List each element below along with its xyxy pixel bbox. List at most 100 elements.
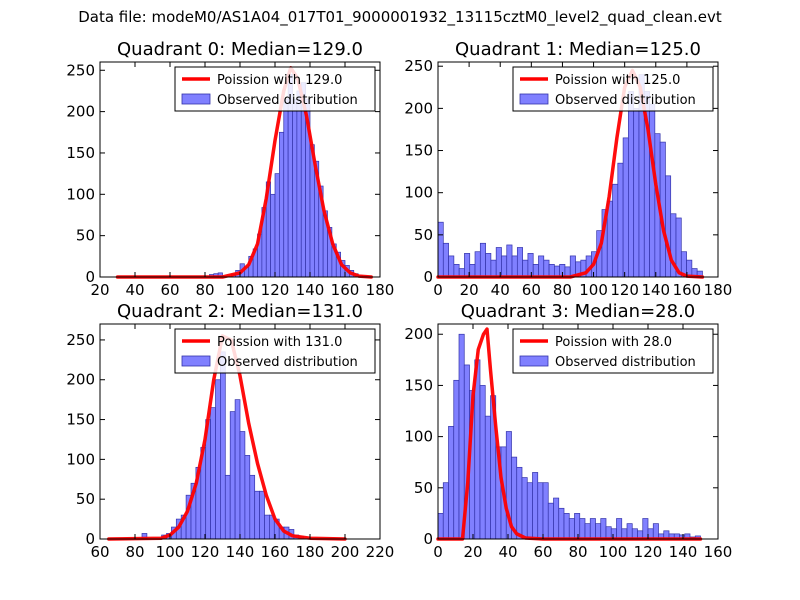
x-tick-label: 100 [599, 543, 628, 561]
histogram-bar [244, 455, 251, 540]
legend-poisson-label: Poission with 125.0 [555, 73, 680, 88]
quadrant-1-axes: 0 20 40 60 80 100 120 140 160 180050100150200250Q… [404, 39, 732, 299]
y-tick-label: 0 [85, 268, 95, 286]
histogram-bar [595, 523, 602, 540]
histogram-bar [511, 255, 518, 278]
x-tick-label: 180 [296, 543, 325, 561]
histogram-bar [264, 514, 270, 540]
histogram-bar [652, 523, 659, 540]
histogram-bar [642, 518, 649, 540]
legend-observed-label: Observed distribution [555, 93, 696, 108]
histogram-bar [448, 255, 455, 278]
x-tick-label: 20 [460, 281, 479, 299]
subplot-title: Quadrant 3: Median=28.0 [461, 301, 696, 322]
histogram-bar [210, 407, 216, 540]
histogram-bar [254, 490, 260, 540]
x-tick-label: 20 [463, 543, 482, 561]
histogram-bar [458, 333, 465, 540]
x-tick-label: 140 [226, 543, 255, 561]
quadrant-3-axes: 0 20 40 60 80 100 120 140 160 0 50 100 150 200 Quadran… [404, 301, 732, 561]
legend-poisson-label: Poission with 131.0 [217, 335, 342, 350]
histogram-bar [292, 98, 298, 278]
histogram-bar [574, 513, 581, 540]
x-tick-label: 0 [433, 543, 443, 561]
x-tick-label: 140 [296, 281, 325, 299]
legend-bar-swatch [181, 355, 211, 367]
x-tick-label: 0 [433, 281, 443, 299]
histogram-bar [526, 482, 533, 540]
histogram-bar [448, 426, 455, 540]
legend: Poission with 125.0 Observed distribution [512, 66, 714, 112]
histogram-bar [229, 411, 236, 540]
y-tick-label: 50 [76, 227, 95, 245]
histogram-bar [616, 518, 623, 540]
subplot-title: Quadrant 1: Median=125.0 [455, 39, 701, 60]
histogram-bar [522, 259, 529, 278]
legend: Poission with 131.0 Observed distribution [174, 328, 376, 374]
x-tick-label: 200 [331, 543, 360, 561]
histogram-bar [532, 264, 539, 278]
histogram-bar [490, 259, 497, 278]
histogram-bar [469, 264, 476, 278]
x-tick-label: 120 [191, 543, 220, 561]
y-tick-label: 200 [404, 99, 433, 117]
histogram-bar [584, 523, 591, 540]
histogram-bar [568, 518, 575, 540]
histogram-bar [622, 137, 629, 278]
axes-frame [437, 61, 719, 278]
histogram-bar [453, 379, 460, 540]
histogram-bar [274, 173, 280, 278]
x-tick-label: 120 [261, 281, 290, 299]
quadrant-2-axes: 60 80 100 120 140 160 180 200 220 0 50 100 150 200 250… [66, 301, 394, 561]
subplot-title: Quadrant 2: Median=131.0 [117, 301, 363, 322]
y-tick-label: 200 [66, 371, 95, 389]
histogram-bar [589, 518, 596, 540]
histogram-bar [437, 221, 444, 278]
histogram-bar [485, 253, 492, 278]
histogram-bars [437, 74, 703, 278]
x-tick-label: 40 [491, 281, 510, 299]
legend-observed-label: Observed distribution [217, 93, 358, 108]
histogram-bar [234, 399, 241, 540]
legend-bar-swatch [519, 355, 549, 367]
histogram-bar [633, 108, 640, 278]
y-tick-label: 100 [404, 428, 433, 446]
histogram-bar [296, 90, 302, 278]
legend-bar-swatch [519, 93, 549, 105]
histogram-bar [516, 466, 523, 540]
y-tick-label: 0 [423, 530, 433, 548]
x-tick-label: 60 [160, 281, 179, 299]
histogram-bar [279, 131, 285, 278]
y-tick-label: 150 [66, 411, 95, 429]
x-tick-label: 160 [261, 543, 290, 561]
histogram-bars [141, 351, 305, 540]
histogram-bar [548, 264, 555, 278]
x-tick-label: 120 [610, 281, 639, 299]
legend: Poission with 129.0 Observed distribution [174, 66, 376, 112]
histogram-bar [283, 98, 289, 278]
y-tick-label: 200 [404, 325, 433, 343]
legend: Poission with 28.0 Observed distribution [512, 328, 714, 374]
x-tick-label: 100 [226, 281, 255, 299]
histogram-bar [553, 497, 560, 540]
y-tick-label: 100 [66, 185, 95, 203]
x-tick-label: 100 [579, 281, 608, 299]
histogram-bar [479, 385, 486, 540]
x-tick-label: 60 [90, 543, 109, 561]
histogram-bar [569, 255, 576, 278]
histogram-bar [617, 162, 624, 278]
y-tick-label: 0 [85, 530, 95, 548]
histogram-bar [506, 244, 513, 278]
legend-poisson-label: Poission with 129.0 [217, 73, 342, 88]
x-tick-label: 100 [156, 543, 185, 561]
y-tick-label: 0 [423, 268, 433, 286]
y-tick-label: 250 [404, 57, 433, 75]
histogram-bar [665, 175, 672, 278]
x-tick-label: 60 [533, 543, 552, 561]
y-tick-label: 150 [404, 142, 433, 160]
histogram-bar [626, 523, 633, 540]
x-tick-label: 220 [366, 543, 395, 561]
x-tick-label: 140 [669, 543, 698, 561]
legend-observed-label: Observed distribution [217, 355, 358, 370]
